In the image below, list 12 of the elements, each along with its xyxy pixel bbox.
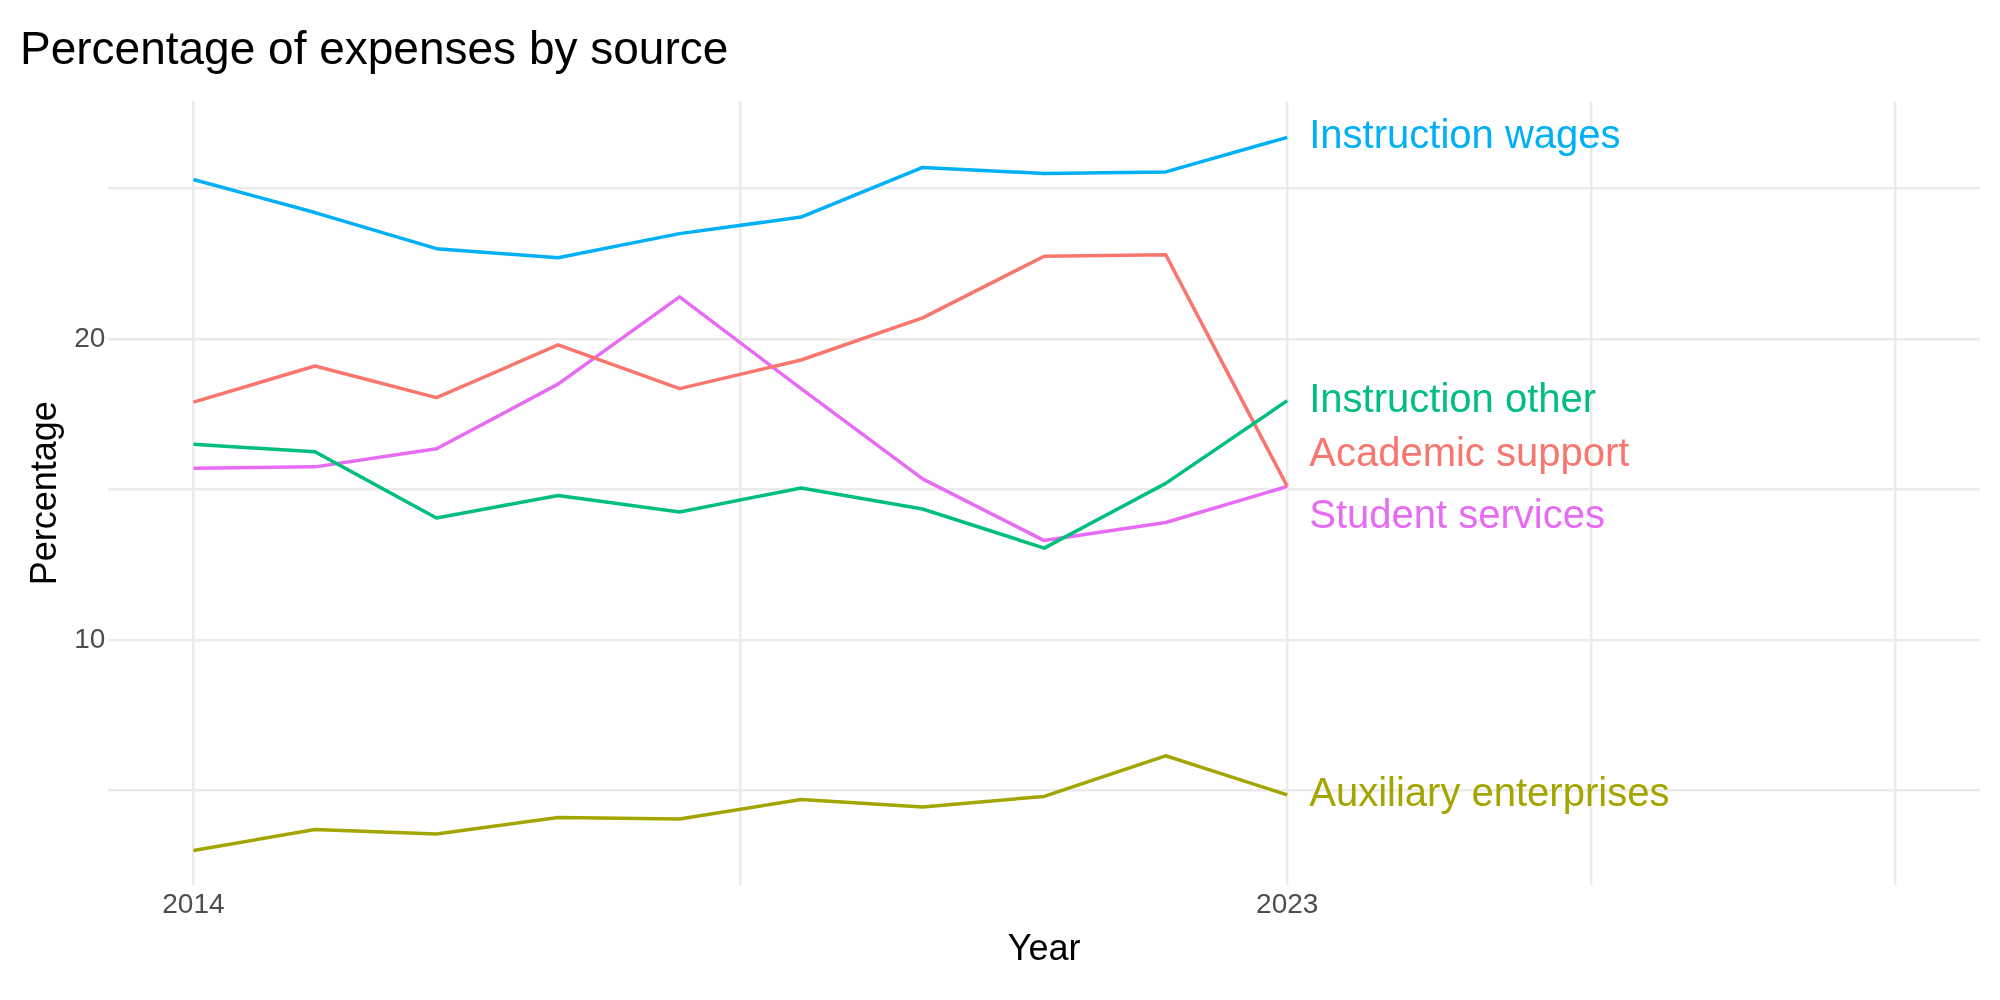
x-tick-label: 2014 — [162, 887, 225, 919]
y-tick-label: 20 — [74, 321, 106, 353]
series-label: Instruction wages — [1309, 112, 1621, 157]
y-tick-label: 10 — [74, 622, 106, 654]
series-label: Instruction other — [1309, 375, 1597, 420]
x-axis-title: Year — [1007, 927, 1081, 969]
x-tick-label: 2023 — [1256, 887, 1319, 919]
y-axis-title: Percentage — [22, 401, 64, 586]
series-label: Academic support — [1309, 430, 1630, 475]
series-label: Auxiliary enterprises — [1309, 769, 1670, 814]
chart-title: Percentage of expenses by source — [20, 22, 729, 75]
series-label: Student services — [1309, 492, 1605, 537]
